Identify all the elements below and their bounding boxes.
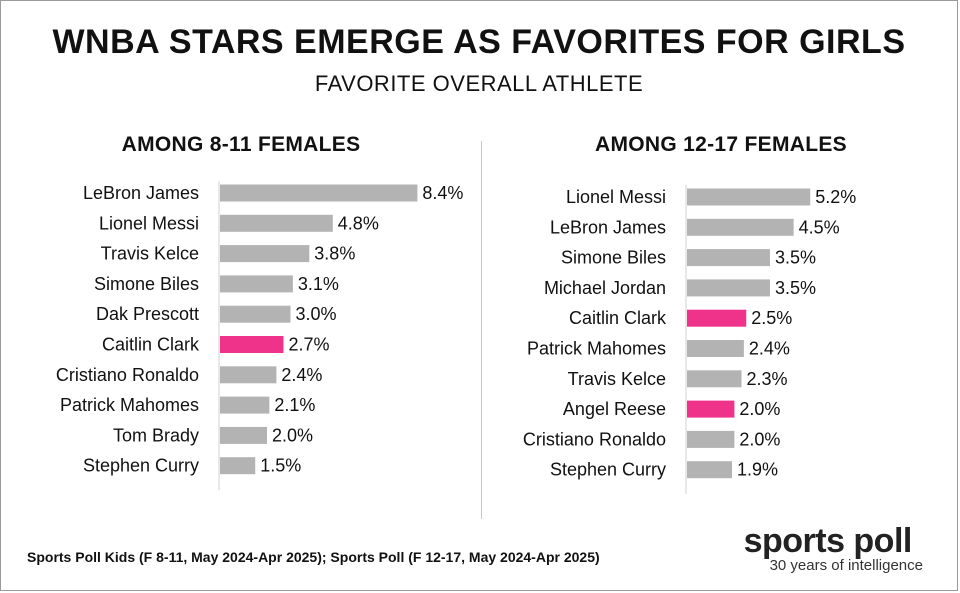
bar xyxy=(687,461,733,479)
bar xyxy=(687,279,770,297)
brand-tagline: 30 years of intelligence xyxy=(769,557,923,574)
category-label: Cristiano Ronaldo xyxy=(56,365,199,385)
category-label: Michael Jordan xyxy=(544,278,666,298)
category-label: Patrick Mahomes xyxy=(527,339,666,359)
brand-name: sports poll xyxy=(743,522,913,560)
bar xyxy=(220,336,284,353)
bar xyxy=(687,218,794,236)
category-label: Cristiano Ronaldo xyxy=(523,429,666,449)
left-panel-heading: AMONG 8-11 FEMALES xyxy=(121,133,361,156)
data-label: 2.1% xyxy=(274,395,315,415)
category-label: Lionel Messi xyxy=(99,213,199,233)
bar xyxy=(220,396,270,414)
right-bar-chart: Lionel Messi 5.2% LeBron James 4.5% Simone B… xyxy=(523,185,856,494)
data-label: 5.2% xyxy=(815,187,856,207)
bar xyxy=(220,245,310,263)
data-label: 3.5% xyxy=(775,278,816,298)
bar xyxy=(687,340,744,357)
bar xyxy=(220,426,267,444)
category-label: Patrick Mahomes xyxy=(60,395,199,415)
bar xyxy=(220,305,291,323)
bar xyxy=(220,366,277,384)
data-label: 2.5% xyxy=(751,308,792,328)
category-label: LeBron James xyxy=(550,217,666,237)
data-label: 8.4% xyxy=(422,183,463,203)
category-label: Stephen Curry xyxy=(83,456,199,476)
category-label: Stephen Curry xyxy=(550,460,666,480)
data-label: 1.9% xyxy=(737,460,778,480)
category-label: Caitlin Clark xyxy=(569,308,667,328)
bar xyxy=(220,184,418,202)
bar xyxy=(687,309,747,327)
category-label: Tom Brady xyxy=(113,425,199,445)
right-panel-heading: AMONG 12-17 FEMALES xyxy=(595,133,847,156)
bar xyxy=(220,457,256,475)
left-bar-chart: LeBron James 8.4% Lionel Messi 4.8% Travis K… xyxy=(56,181,463,490)
data-label: 2.0% xyxy=(739,429,780,449)
category-label: Travis Kelce xyxy=(568,369,666,389)
category-label: Travis Kelce xyxy=(101,244,199,264)
bar xyxy=(687,430,735,448)
category-label: Lionel Messi xyxy=(566,187,666,207)
data-label: 2.4% xyxy=(749,339,790,359)
category-label: LeBron James xyxy=(83,183,199,203)
data-label: 4.8% xyxy=(338,213,379,233)
data-label: 1.5% xyxy=(260,456,301,476)
bar xyxy=(687,400,735,418)
data-label: 2.3% xyxy=(747,369,788,389)
data-label: 3.5% xyxy=(775,248,816,268)
data-label: 3.8% xyxy=(314,244,355,264)
category-label: Caitlin Clark xyxy=(102,335,200,355)
data-label: 4.5% xyxy=(799,217,840,237)
page-subtitle: FAVORITE OVERALL ATHLETE xyxy=(314,71,644,96)
panel-divider xyxy=(481,141,482,519)
data-label: 2.0% xyxy=(272,425,313,445)
source-note: Sports Poll Kids (F 8-11, May 2024-Apr 2… xyxy=(27,549,600,565)
category-label: Dak Prescott xyxy=(96,304,199,324)
category-label: Simone Biles xyxy=(94,274,199,294)
data-label: 2.0% xyxy=(739,399,780,419)
bar xyxy=(687,249,770,267)
data-label: 2.7% xyxy=(288,335,329,355)
bar xyxy=(687,188,811,206)
category-label: Angel Reese xyxy=(563,399,666,419)
bar xyxy=(687,370,742,388)
bar xyxy=(220,214,333,232)
bar xyxy=(220,275,293,293)
page-title: WNBA STARS EMERGE AS FAVORITES FOR GIRLS xyxy=(52,23,906,61)
data-label: 3.0% xyxy=(296,304,337,324)
data-label: 3.1% xyxy=(298,274,339,294)
sports-poll-logo: sports poll 30 years of intelligence xyxy=(744,523,923,574)
category-label: Simone Biles xyxy=(561,248,666,268)
data-label: 2.4% xyxy=(281,365,322,385)
